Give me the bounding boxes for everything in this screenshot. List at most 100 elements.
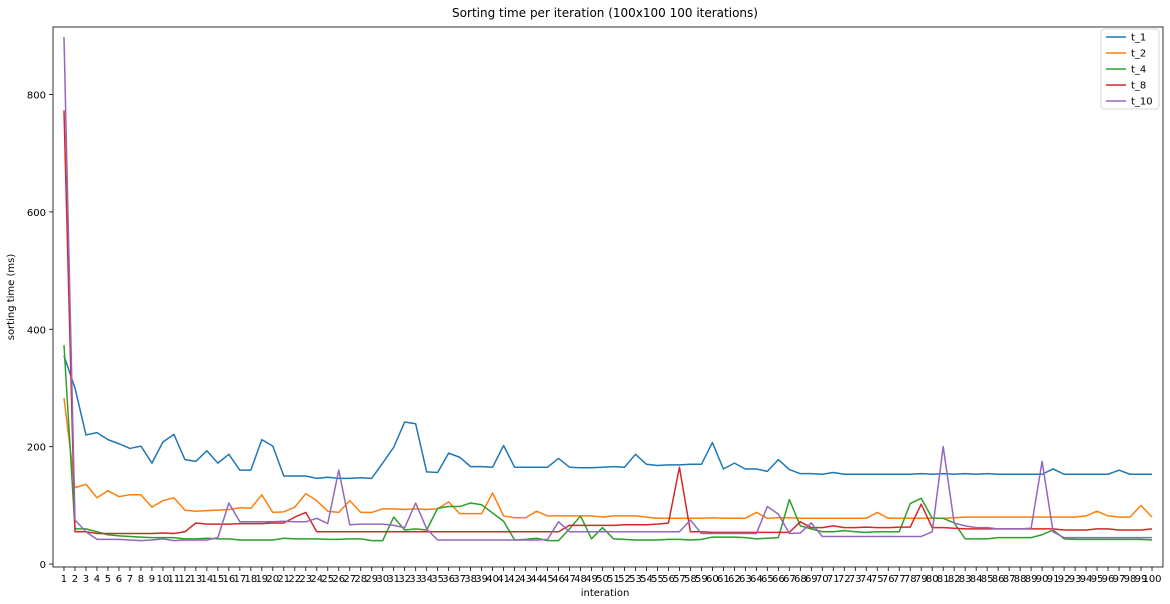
x-tick-label: 57 xyxy=(673,574,686,585)
x-tick-label: 1 xyxy=(61,574,67,585)
x-tick-label: 65 xyxy=(761,574,774,585)
x-tick-label: 71 xyxy=(827,574,840,585)
x-tick-label: 49 xyxy=(585,574,598,585)
x-tick-label: 45 xyxy=(541,574,554,585)
legend-label: t_1 xyxy=(1131,33,1146,44)
x-axis-label: interation xyxy=(581,588,630,599)
x-tick-label: 62 xyxy=(728,574,741,585)
x-tick-label: 72 xyxy=(838,574,851,585)
x-tick-label: 30 xyxy=(376,574,389,585)
x-tick-label: 89 xyxy=(1025,574,1038,585)
x-tick-label: 58 xyxy=(684,574,697,585)
x-tick-label: 8 xyxy=(138,574,144,585)
x-tick-label: 88 xyxy=(1014,574,1027,585)
x-tick-label: 77 xyxy=(893,574,906,585)
x-tick-label: 61 xyxy=(717,574,730,585)
x-tick-label: 35 xyxy=(431,574,444,585)
x-tick-label: 34 xyxy=(420,574,433,585)
x-tick-label: 2 xyxy=(72,574,78,585)
x-tick-label: 95 xyxy=(1091,574,1104,585)
x-tick-label: 74 xyxy=(860,574,873,585)
y-tick-label: 600 xyxy=(27,208,46,219)
x-tick-label: 75 xyxy=(871,574,884,585)
y-axis-ticks: 0 200 400 600 800 xyxy=(27,91,53,571)
x-tick-label: 16 xyxy=(222,574,235,585)
x-tick-label: 28 xyxy=(354,574,367,585)
y-tick-label: 800 xyxy=(27,91,46,102)
legend: t_1 t_2 t_4 t_8 t_10 xyxy=(1100,28,1160,110)
x-tick-label: 15 xyxy=(211,574,224,585)
x-tick-label: 10 xyxy=(157,574,170,585)
x-tick-label: 37 xyxy=(453,574,466,585)
x-tick-label: 20 xyxy=(266,574,279,585)
x-tick-label: 81 xyxy=(937,574,950,585)
x-tick-label: 5 xyxy=(105,574,111,585)
x-tick-label: 79 xyxy=(915,574,928,585)
x-tick-label: 63 xyxy=(739,574,752,585)
x-tick-label: 83 xyxy=(959,574,972,585)
y-tick-label: 0 xyxy=(40,560,46,571)
x-tick-label: 14 xyxy=(200,574,213,585)
x-tick-label: 48 xyxy=(574,574,587,585)
x-tick-label: 32 xyxy=(398,574,411,585)
y-axis-label: sorting time (ms) xyxy=(6,254,17,341)
x-tick-label: 23 xyxy=(299,574,312,585)
series-line-t-1 xyxy=(63,355,1153,480)
series-line-t-2 xyxy=(63,397,1153,520)
y-tick-label: 400 xyxy=(27,325,46,336)
x-tick-label: 4 xyxy=(94,574,100,585)
x-tick-label: 91 xyxy=(1047,574,1060,585)
x-tick-label: 25 xyxy=(321,574,334,585)
x-tick-label: 33 xyxy=(409,574,422,585)
x-tick-label: 69 xyxy=(805,574,818,585)
x-tick-label: 99 xyxy=(1135,574,1148,585)
x-tick-label: 96 xyxy=(1102,574,1115,585)
x-tick-label: 92 xyxy=(1058,574,1071,585)
series-line-t-10 xyxy=(63,36,1153,542)
x-tick-label: 43 xyxy=(519,574,532,585)
x-tick-label: 86 xyxy=(992,574,1005,585)
x-tick-label: 93 xyxy=(1069,574,1082,585)
series-line-t-8 xyxy=(63,110,1153,535)
legend-box xyxy=(1100,28,1160,110)
x-tick-label: 29 xyxy=(365,574,378,585)
x-tick-label: 94 xyxy=(1080,574,1093,585)
x-tick-label: 84 xyxy=(970,574,983,585)
x-tick-label: 50 xyxy=(596,574,609,585)
x-tick-label: 59 xyxy=(695,574,708,585)
x-tick-label: 55 xyxy=(651,574,664,585)
x-tick-label: 64 xyxy=(750,574,763,585)
x-tick-label: 70 xyxy=(816,574,829,585)
x-tick-label: 24 xyxy=(310,574,323,585)
x-tick-label: 21 xyxy=(277,574,290,585)
x-tick-label: 17 xyxy=(233,574,246,585)
x-tick-label: 22 xyxy=(288,574,301,585)
x-tick-label: 54 xyxy=(640,574,653,585)
plot-frame xyxy=(52,26,1164,568)
x-tick-label: 3 xyxy=(83,574,89,585)
x-tick-label: 87 xyxy=(1003,574,1016,585)
x-tick-label: 19 xyxy=(255,574,268,585)
x-tick-label: 47 xyxy=(563,574,576,585)
x-tick-label: 6 xyxy=(116,574,122,585)
x-tick-label: 26 xyxy=(332,574,345,585)
legend-label: t_10 xyxy=(1131,97,1153,108)
x-tick-label: 27 xyxy=(343,574,356,585)
x-tick-label: 97 xyxy=(1113,574,1126,585)
x-tick-label: 53 xyxy=(629,574,642,585)
chart-title: Sorting time per iteration (100x100 100 … xyxy=(452,6,758,20)
x-tick-label: 98 xyxy=(1124,574,1137,585)
x-tick-label: 40 xyxy=(486,574,499,585)
x-tick-label: 66 xyxy=(772,574,785,585)
x-tick-label: 56 xyxy=(662,574,675,585)
x-tick-label: 67 xyxy=(783,574,796,585)
x-tick-label: 41 xyxy=(497,574,510,585)
legend-label: t_4 xyxy=(1131,65,1146,76)
x-tick-label: 46 xyxy=(552,574,565,585)
x-tick-label: 73 xyxy=(849,574,862,585)
x-tick-label: 76 xyxy=(882,574,895,585)
x-tick-label: 38 xyxy=(464,574,477,585)
x-tick-label: 31 xyxy=(387,574,400,585)
legend-label: t_8 xyxy=(1131,81,1146,92)
